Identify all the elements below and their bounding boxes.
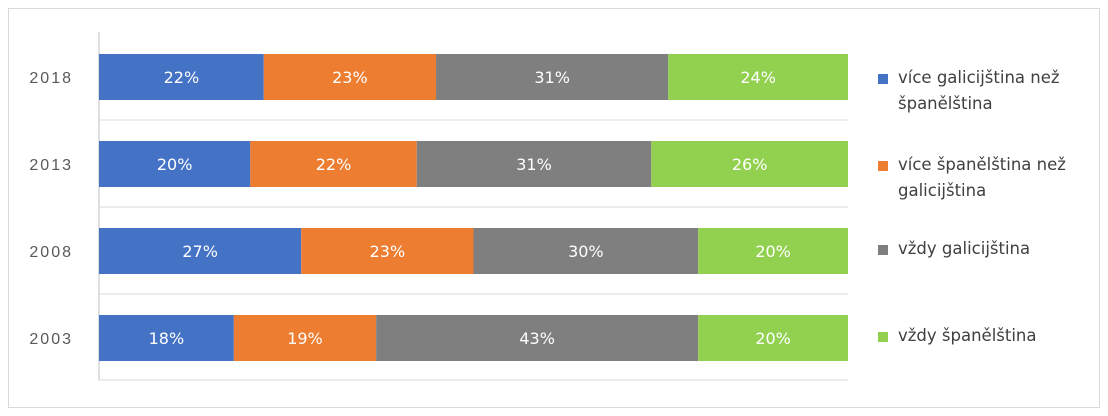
- data-label: 30%: [568, 242, 604, 261]
- bar-segment: [698, 315, 848, 361]
- data-label: 20%: [157, 155, 193, 174]
- data-label: 18%: [149, 329, 185, 348]
- legend-swatch: [878, 245, 888, 255]
- y-tick-label: 2003: [29, 331, 73, 348]
- y-tick-label: 2008: [29, 244, 73, 261]
- legend-item: více španělština než galicijština: [878, 152, 1093, 204]
- bar-segment: [668, 54, 848, 100]
- data-label: 22%: [164, 68, 200, 87]
- bar-segment: [99, 315, 234, 361]
- data-label: 22%: [316, 155, 352, 174]
- legend-label: více galicijština než španělština: [898, 68, 1060, 113]
- data-label: 19%: [287, 329, 323, 348]
- bar-segment: [250, 141, 417, 187]
- data-label: 20%: [755, 329, 791, 348]
- legend-item: vždy galicijština: [878, 236, 1093, 262]
- data-label: 43%: [519, 329, 555, 348]
- bar-segment: [473, 228, 699, 274]
- y-tick-label: 2018: [29, 70, 73, 87]
- bar-segment: [263, 54, 437, 100]
- legend-swatch: [878, 74, 888, 84]
- bar-segment: [99, 54, 264, 100]
- legend-label: vždy španělština: [898, 326, 1037, 345]
- bar-segment: [233, 315, 377, 361]
- bar-row-2013: 2013 20% 22% 31% 26%: [29, 141, 848, 187]
- bar-segment: [651, 141, 848, 187]
- bar-segment: [436, 54, 669, 100]
- legend-label: více španělština než galicijština: [898, 155, 1066, 200]
- data-label: 23%: [370, 242, 406, 261]
- legend-item: vždy španělština: [878, 323, 1093, 349]
- data-label: 27%: [182, 242, 218, 261]
- legend-swatch: [878, 161, 888, 171]
- bar-segment: [376, 315, 699, 361]
- data-label: 26%: [732, 155, 768, 174]
- data-label: 20%: [755, 242, 791, 261]
- bar-segment: [99, 141, 251, 187]
- bar-segment: [698, 228, 848, 274]
- data-label: 31%: [534, 68, 570, 87]
- data-label: 24%: [740, 68, 776, 87]
- bar-segment: [99, 228, 302, 274]
- bar-segment: [301, 228, 474, 274]
- data-label: 31%: [516, 155, 552, 174]
- legend-swatch: [878, 332, 888, 342]
- bar-row-2003: 2003 18% 19% 43% 20%: [29, 315, 848, 361]
- legend-item: více galicijština než španělština: [878, 65, 1093, 117]
- bar-row-2008: 2008 27% 23% 30% 20%: [29, 228, 848, 274]
- legend-label: vždy galicijština: [898, 239, 1031, 258]
- bar-segment: [416, 141, 652, 187]
- bar-row-2018: 2018 22% 23% 31% 24%: [29, 54, 848, 100]
- y-tick-label: 2013: [29, 157, 73, 174]
- data-label: 23%: [332, 68, 368, 87]
- bar-rows: 2018 22% 23% 31% 24%2013 20% 22% 31% 26%2008 27% 2…: [29, 54, 848, 381]
